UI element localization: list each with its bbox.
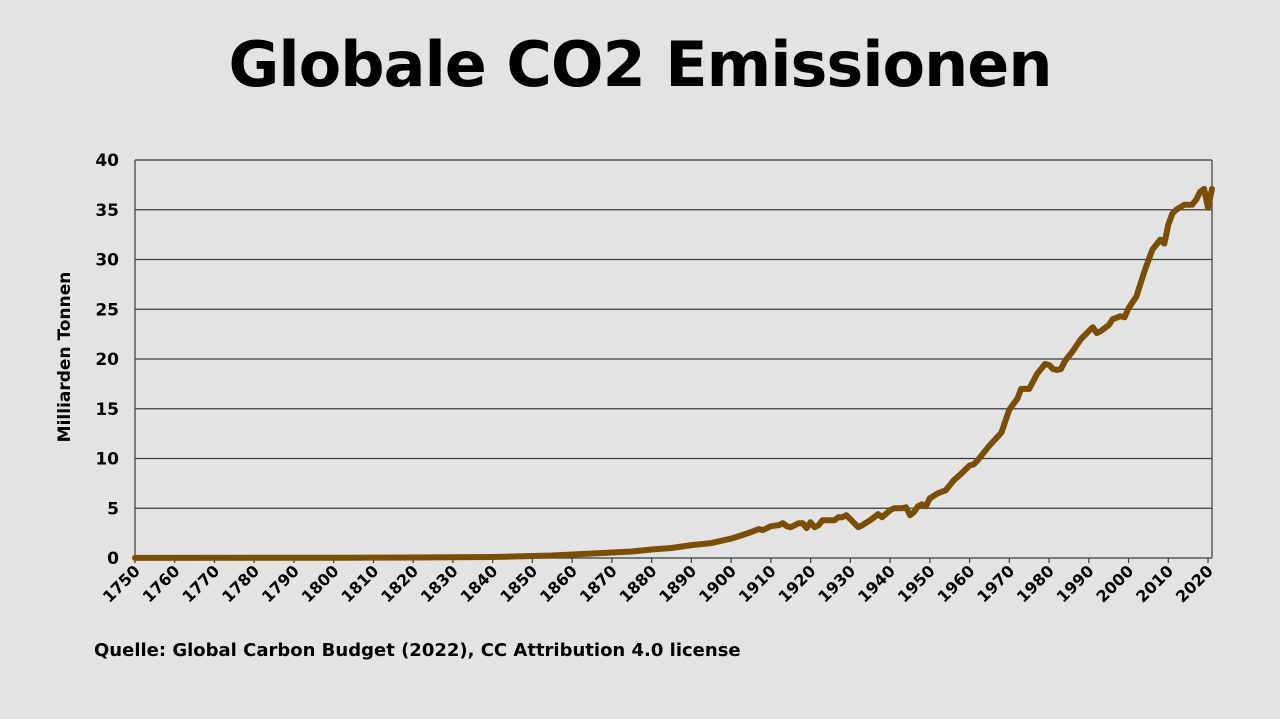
axes [134, 160, 1213, 563]
x-tick-label: 1790 [258, 561, 303, 606]
series-line-co2 [132, 185, 1215, 561]
y-tick-label: 0 [107, 549, 119, 569]
y-tick-label: 5 [107, 499, 119, 519]
x-tick-label: 1920 [775, 561, 820, 606]
y-tick-labels: 0 5 10 15 20 25 30 35 40 [95, 151, 119, 569]
series-group [132, 185, 1215, 561]
x-tick-label: 1850 [496, 561, 541, 606]
x-tick-label: 1860 [536, 561, 581, 606]
x-tick-label: 1760 [139, 561, 184, 606]
x-tick-label: 2020 [1172, 561, 1217, 606]
x-tick-label: 1990 [1053, 561, 1098, 606]
y-tick-label: 15 [95, 400, 119, 420]
x-tick-label: 1960 [933, 561, 978, 606]
y-tick-label: 35 [95, 201, 119, 221]
y-tick-label: 20 [95, 350, 119, 370]
x-tick-label: 1890 [655, 561, 700, 606]
grid-lines [135, 159, 1212, 559]
x-tick-label: 1980 [1013, 561, 1058, 606]
x-tick-label: 1910 [735, 561, 780, 606]
y-tick-label: 40 [95, 151, 119, 171]
x-tick-label: 1770 [178, 561, 223, 606]
x-tick-label: 1930 [814, 561, 859, 606]
x-tick-label: 1830 [417, 561, 462, 606]
x-tick-label: 1870 [576, 561, 621, 606]
x-tick-label: 1970 [973, 561, 1018, 606]
x-tick-labels: 1750176017701780179018001810182018301840… [99, 561, 1217, 606]
y-tick-label: 10 [95, 450, 119, 470]
y-tick-label: 30 [95, 251, 119, 271]
x-tick-label: 1880 [616, 561, 661, 606]
x-tick-label: 1950 [894, 561, 939, 606]
x-tick-label: 1800 [298, 561, 343, 606]
y-tick-label: 25 [95, 300, 119, 320]
y-axis-label: Milliarden Tonnen [55, 272, 75, 443]
x-tick-label: 2000 [1092, 561, 1137, 606]
x-tick-label: 1940 [854, 561, 899, 606]
chart-title: Globale CO2 Emissionen [228, 28, 1053, 101]
x-tick-label: 1780 [218, 561, 263, 606]
x-tick-label: 1750 [99, 561, 144, 606]
x-tick-label: 1810 [337, 561, 382, 606]
source-note: Quelle: Global Carbon Budget (2022), CC … [94, 640, 741, 661]
x-tick-label: 1820 [377, 561, 422, 606]
x-tick-label: 1900 [695, 561, 740, 606]
x-tick-label: 2010 [1132, 561, 1177, 606]
x-tick-label: 1840 [457, 561, 502, 606]
